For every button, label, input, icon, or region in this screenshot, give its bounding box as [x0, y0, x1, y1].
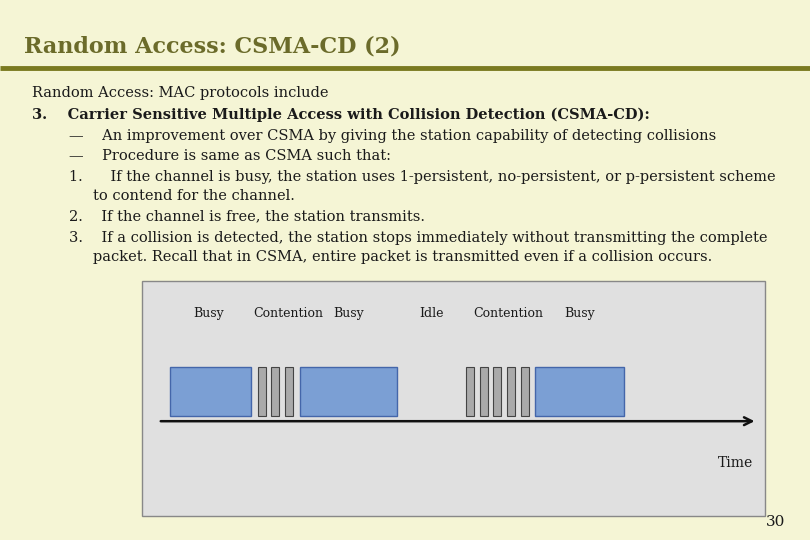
Bar: [466, 367, 474, 416]
Text: Contention: Contention: [474, 307, 544, 320]
Text: Busy: Busy: [333, 307, 364, 320]
Bar: [300, 367, 397, 416]
Bar: [480, 367, 488, 416]
Text: Idle: Idle: [420, 307, 444, 320]
Bar: [535, 367, 624, 416]
Text: Busy: Busy: [194, 307, 224, 320]
Bar: [521, 367, 529, 416]
Text: 3.    Carrier Sensitive Multiple Access with Collision Detection (CSMA-CD):: 3. Carrier Sensitive Multiple Access wit…: [32, 108, 650, 123]
Bar: [258, 367, 266, 416]
Text: —    Procedure is same as CSMA such that:: — Procedure is same as CSMA such that:: [69, 148, 391, 163]
Text: 30: 30: [766, 515, 786, 529]
Bar: [507, 367, 515, 416]
Bar: [271, 367, 279, 416]
Text: 2.    If the channel is free, the station transmits.: 2. If the channel is free, the station t…: [69, 210, 425, 224]
Text: Time: Time: [718, 456, 753, 470]
Text: —    An improvement over CSMA by giving the station capability of detecting coll: — An improvement over CSMA by giving the…: [69, 129, 716, 143]
Text: 3.    If a collision is detected, the station stops immediately without transmit: 3. If a collision is detected, the stati…: [69, 231, 767, 245]
Bar: [285, 367, 293, 416]
Bar: [142, 281, 765, 516]
Bar: [493, 367, 501, 416]
Text: Random Access: MAC protocols include: Random Access: MAC protocols include: [32, 86, 329, 100]
Bar: [170, 367, 251, 416]
Text: packet. Recall that in CSMA, entire packet is transmitted even if a collision oc: packet. Recall that in CSMA, entire pack…: [93, 250, 713, 264]
Text: 1.      If the channel is busy, the station uses 1-persistent, no-persistent, or: 1. If the channel is busy, the station u…: [69, 170, 775, 184]
Text: Contention: Contention: [254, 307, 323, 320]
Text: Busy: Busy: [565, 307, 595, 320]
Text: to contend for the channel.: to contend for the channel.: [93, 189, 295, 203]
Text: Random Access: CSMA-CD (2): Random Access: CSMA-CD (2): [24, 35, 401, 57]
